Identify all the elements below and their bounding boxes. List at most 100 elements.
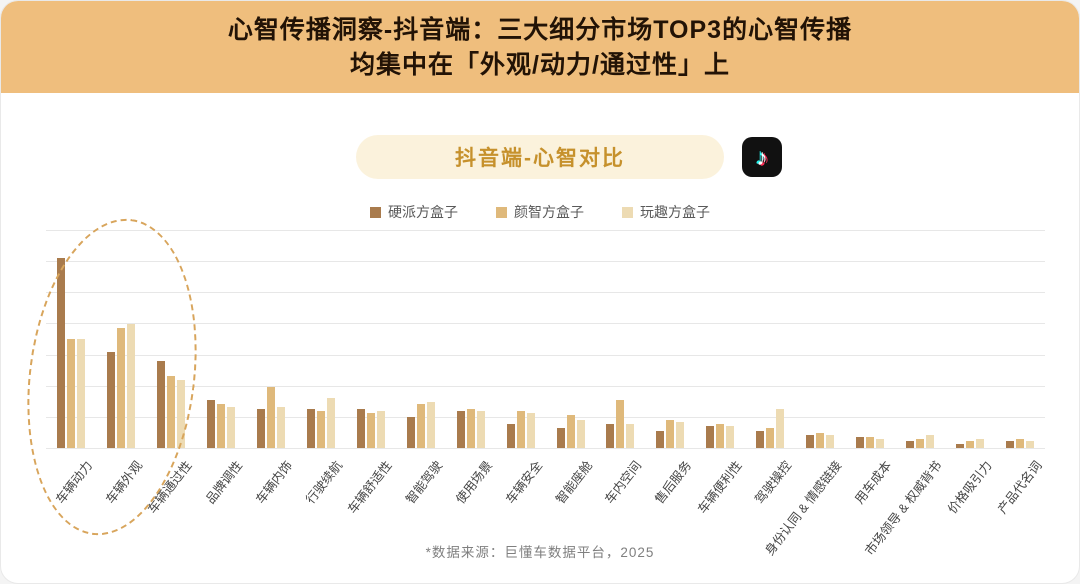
x-axis-label: 车内空间 (602, 458, 645, 507)
category-group: 车辆舒适性 (345, 230, 396, 516)
bar (626, 424, 635, 448)
chart-title-badge: 抖音端-心智对比 (356, 135, 724, 179)
chart-header: 抖音端-心智对比 ♪ (1, 135, 1079, 181)
legend-swatch (370, 206, 381, 218)
bar (606, 424, 615, 448)
gridline (46, 416, 1045, 418)
music-note-glyph: ♪ (756, 143, 768, 170)
bar (726, 426, 735, 448)
bar (376, 410, 385, 448)
category-group: 使用场景 (446, 230, 496, 506)
bar (876, 439, 885, 448)
bar-groups: 车辆动力 车辆外观 车辆通过性 品牌调性 车辆内饰 行驶续航 车辆舒适性 智能驾驶 使用场景 车辆… (46, 230, 1045, 558)
legend-item: 颜智方盒子 (496, 202, 584, 222)
bar (906, 441, 915, 448)
bar (106, 352, 115, 448)
bar (826, 434, 835, 448)
legend-label: 颜智方盒子 (514, 204, 584, 220)
category-group: 身份认同 & 情感链接 (762, 230, 845, 558)
bar (566, 415, 575, 448)
category-group: 智能驾驶 (396, 230, 446, 506)
category-group: 车辆内饰 (246, 230, 296, 506)
bar (926, 434, 935, 448)
bar (276, 406, 285, 448)
x-axis-label: 驾驶操控 (752, 458, 795, 507)
bar (406, 417, 415, 448)
x-axis-label: 智能驾驶 (403, 458, 445, 507)
category-group: 车辆安全 (496, 230, 546, 506)
bar (476, 410, 485, 448)
gridline (46, 385, 1045, 387)
bar (676, 421, 685, 448)
bar (1006, 441, 1015, 448)
category-group: 市场领导 & 权威背书 (862, 230, 945, 558)
x-axis-label: 行驶续航 (303, 458, 345, 507)
bar (576, 419, 585, 448)
x-axis-label: 售后服务 (652, 458, 695, 507)
bar (366, 413, 375, 448)
gridlines (46, 230, 1045, 449)
x-axis-label: 产品代名词 (994, 458, 1045, 517)
bar (666, 419, 675, 448)
bar (226, 406, 235, 448)
gridline (46, 354, 1045, 356)
bar (326, 397, 335, 448)
bar (206, 400, 215, 448)
bar (966, 441, 975, 448)
category-group: 品牌调性 (196, 230, 246, 506)
bar-chart: 车辆动力 车辆外观 车辆通过性 品牌调性 车辆内饰 行驶续航 车辆舒适性 智能驾驶 使用场景 车辆… (46, 230, 1045, 558)
category-group: 车辆便利性 (695, 230, 745, 516)
bar (116, 328, 125, 448)
bar (306, 408, 315, 448)
bar (156, 360, 165, 448)
bar (266, 386, 275, 448)
bar (56, 258, 65, 448)
bar (426, 402, 435, 448)
legend-label: 硬派方盒子 (388, 204, 458, 220)
gridline (46, 261, 1045, 263)
category-group: 智能座舱 (546, 230, 596, 506)
bar (806, 434, 815, 448)
bar (256, 408, 265, 448)
bar (866, 437, 875, 448)
x-axis-label: 品牌调性 (203, 458, 246, 507)
category-group: 车辆外观 (96, 230, 146, 506)
bar (506, 424, 515, 448)
bar (456, 410, 465, 448)
bar (1026, 441, 1035, 448)
bar (516, 410, 525, 448)
bar (656, 430, 665, 448)
bar (416, 404, 425, 448)
bar (916, 439, 925, 448)
category-group: 驾驶操控 (745, 230, 795, 506)
tiktok-icon: ♪ (742, 137, 782, 177)
category-group: 车内空间 (595, 230, 645, 506)
page-title-line-2: 均集中在「外观/动力/通过性」上 (350, 50, 730, 79)
bar (66, 339, 75, 448)
bar (356, 408, 365, 448)
gridline (46, 230, 1045, 231)
legend-item: 玩趣方盒子 (622, 202, 710, 222)
bar (556, 428, 565, 448)
bar (316, 410, 325, 448)
bar (466, 408, 475, 448)
legend-item: 硬派方盒子 (370, 202, 458, 222)
bar (756, 430, 765, 448)
bar (176, 380, 185, 448)
category-group: 用车成本 (845, 230, 895, 506)
x-axis-label: 使用场景 (452, 458, 495, 507)
header: 心智传播洞察-抖音端：三大细分市场TOP3的心智传播 均集中在「外观/动力/通过… (1, 1, 1079, 93)
bar (126, 323, 135, 448)
bar (766, 428, 775, 448)
bar (526, 413, 535, 448)
x-axis-label: 车辆舒适性 (345, 458, 395, 517)
x-axis-label: 车辆安全 (502, 458, 545, 507)
chart-title-label: 抖音端-心智对比 (455, 147, 625, 170)
x-axis-label: 用车成本 (852, 458, 895, 507)
x-axis-label: 车辆便利性 (695, 458, 745, 517)
x-axis-label: 智能座舱 (552, 458, 595, 507)
bar (776, 408, 785, 448)
gridline (46, 448, 1045, 449)
bar (706, 426, 715, 448)
